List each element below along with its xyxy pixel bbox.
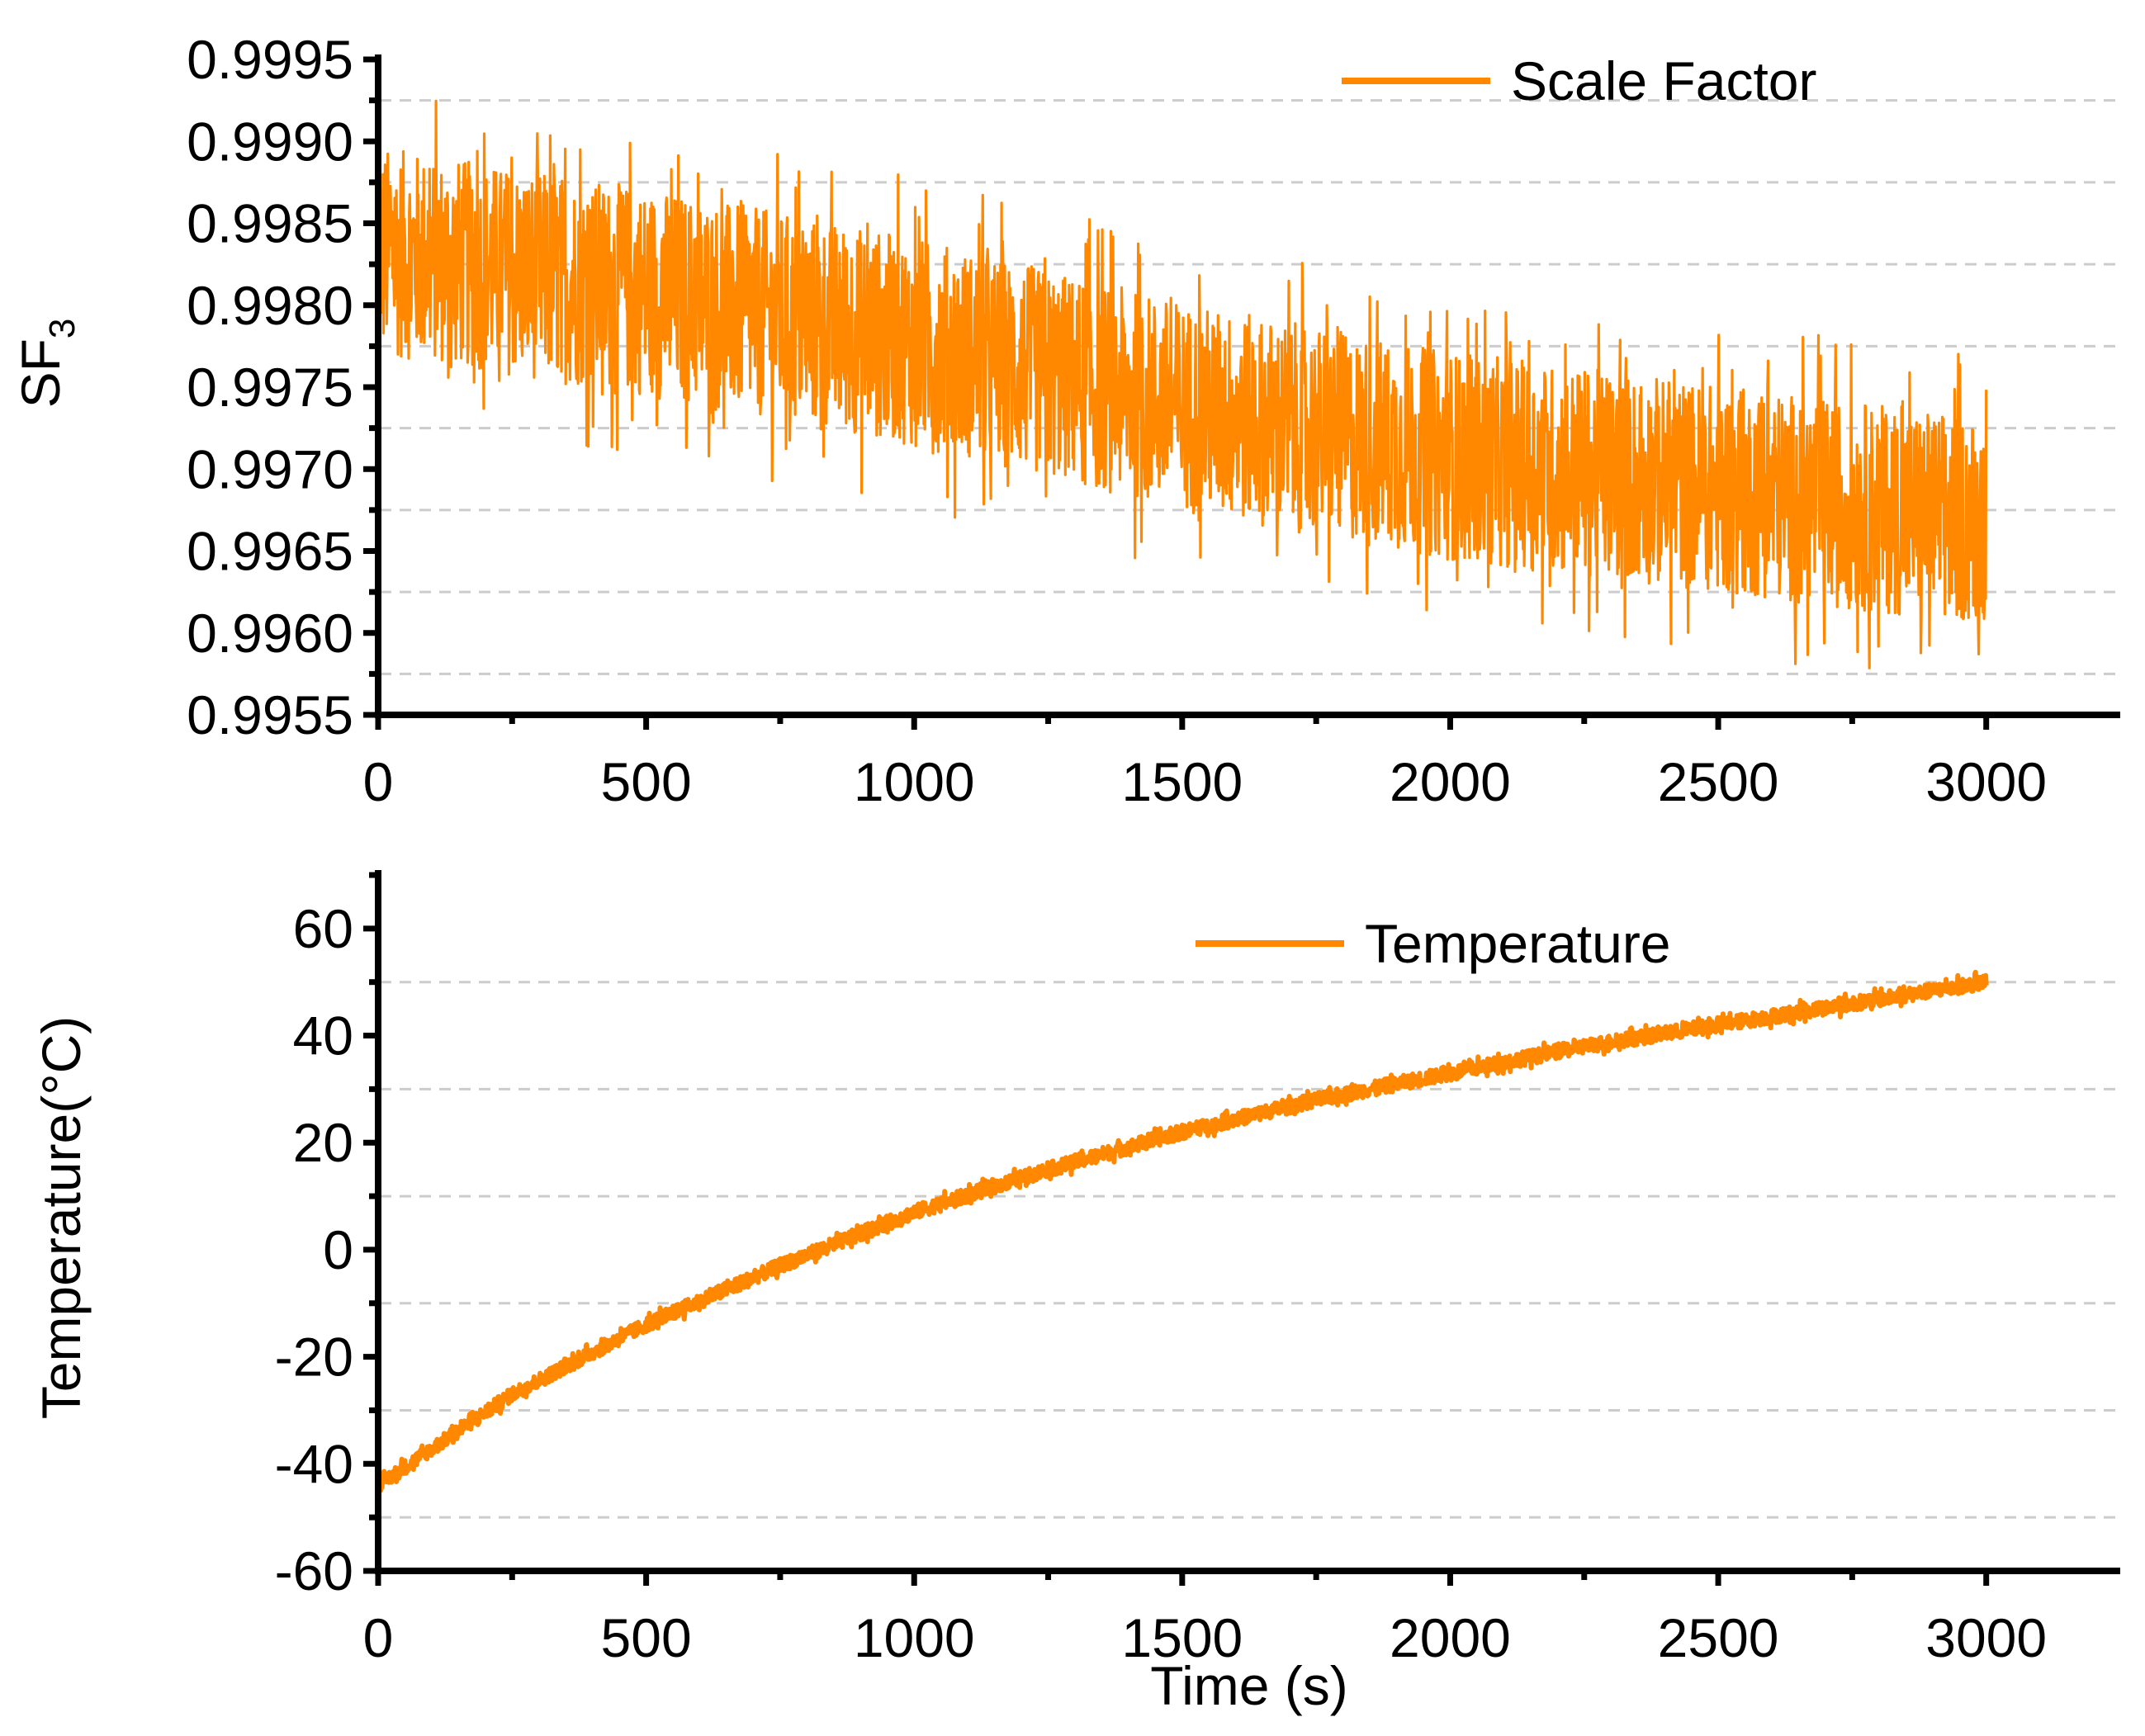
top-y-axis-title: SF3 bbox=[10, 319, 83, 409]
y-tick-label: 0.9975 bbox=[187, 357, 353, 418]
x-tick-label: 1000 bbox=[854, 751, 975, 812]
x-tick-label: 1500 bbox=[1121, 1607, 1243, 1668]
x-tick-label: 1500 bbox=[1121, 751, 1243, 812]
y-tick-label: 0 bbox=[323, 1219, 353, 1280]
y-tick-label: -40 bbox=[275, 1433, 353, 1494]
y-tick-label: 0.9955 bbox=[187, 684, 353, 745]
x-tick-label: 0 bbox=[363, 751, 394, 812]
x-tick-label: 2000 bbox=[1390, 751, 1511, 812]
y-tick-label: 0.9985 bbox=[187, 193, 353, 254]
y-tick-label: 40 bbox=[293, 1005, 353, 1067]
bottom-y-axis-title: Temperature(°C) bbox=[31, 1016, 92, 1420]
y-tick-label: 0.9980 bbox=[187, 275, 353, 336]
bottom-x-tick-labels: 0 500 1000 1500 2000 2500 3000 bbox=[363, 1607, 2047, 1668]
y-tick-label: 20 bbox=[293, 1112, 353, 1173]
axis-lines bbox=[375, 870, 2120, 1574]
y-tick-label: -60 bbox=[275, 1540, 353, 1601]
series-line bbox=[376, 99, 1988, 669]
x-tick-label: 3000 bbox=[1925, 751, 2047, 812]
bottom-chart: 0 500 1000 1500 2000 2500 3000 -60 -40 -20 0 20 40 6… bbox=[31, 870, 2120, 1716]
x-tick-label: 0 bbox=[363, 1607, 394, 1668]
top-legend-label: Scale Factor bbox=[1511, 50, 1816, 111]
x-tick-label: 3000 bbox=[1925, 1607, 2047, 1668]
y-tick-label: 0.9960 bbox=[187, 603, 353, 664]
y-tick-label: 0.9995 bbox=[187, 29, 353, 90]
x-tick-label: 500 bbox=[601, 751, 692, 812]
bottom-legend: Temperature bbox=[1196, 913, 1671, 974]
x-tick-label: 500 bbox=[601, 1607, 692, 1668]
top-series-scale-factor bbox=[376, 99, 1988, 669]
bottom-legend-label: Temperature bbox=[1365, 913, 1671, 974]
x-tick-label: 2500 bbox=[1658, 1607, 1779, 1668]
top-y-tick-labels: 0.9955 0.9960 0.9965 0.9970 0.9975 0.9980 0.99… bbox=[187, 29, 353, 745]
y-tick-label: 60 bbox=[293, 898, 353, 959]
top-x-tick-labels: 0 500 1000 1500 2000 2500 3000 bbox=[363, 751, 2047, 812]
bottom-gridlines bbox=[380, 981, 2120, 1519]
y-tick-label: 0.9970 bbox=[187, 438, 353, 499]
series-line bbox=[376, 969, 1989, 1495]
bottom-series-temperature bbox=[376, 969, 1989, 1495]
y-tick-label: 0.9990 bbox=[187, 111, 353, 172]
top-legend: Scale Factor bbox=[1342, 50, 1816, 111]
top-chart: 0 500 1000 1500 2000 2500 3000 0.99550.99600.9… bbox=[10, 29, 2120, 812]
bottom-x-axis-title: Time (s) bbox=[1150, 1655, 1348, 1716]
x-tick-label: 1000 bbox=[854, 1607, 975, 1668]
bottom-y-tick-labels: -60 -40 -20 0 20 40 60 bbox=[275, 898, 353, 1601]
y-tick-label: 0.9965 bbox=[187, 521, 353, 582]
y-tick-label: -20 bbox=[275, 1327, 353, 1388]
top-axes bbox=[363, 54, 2120, 730]
x-tick-label: 2000 bbox=[1390, 1607, 1511, 1668]
x-tick-label: 2500 bbox=[1658, 751, 1779, 812]
bottom-axes bbox=[363, 870, 2120, 1586]
